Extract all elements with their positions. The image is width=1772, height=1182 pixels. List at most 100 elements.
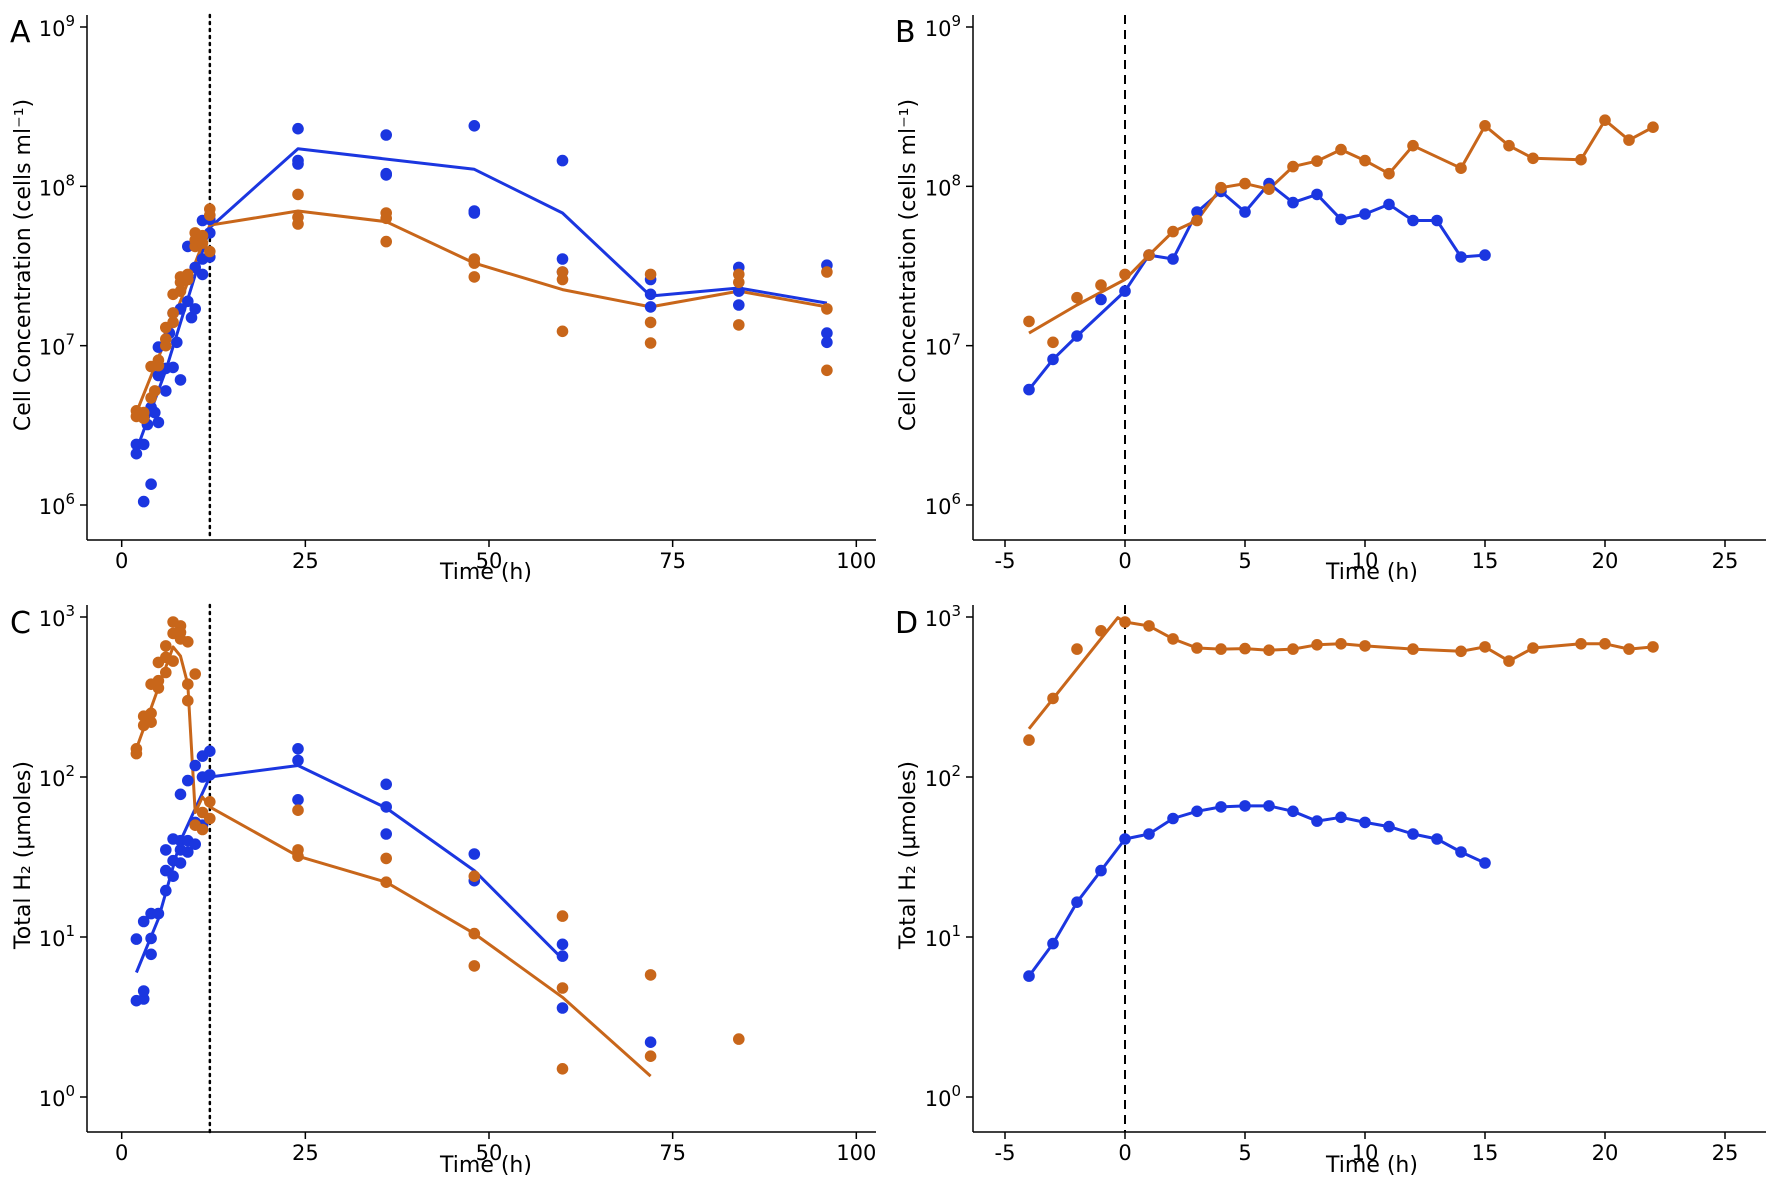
data-point-blue [292, 743, 304, 755]
y-tick-exponent: 3 [65, 602, 75, 620]
data-point-orange [556, 1063, 569, 1075]
data-point-blue [160, 385, 172, 397]
data-point-blue [556, 154, 569, 167]
data-point-blue [1071, 896, 1083, 908]
y-tick-exponent: 7 [65, 331, 75, 349]
data-point-blue [174, 374, 187, 386]
data-point-blue [189, 838, 201, 850]
y-tick-label: 102 [925, 762, 961, 791]
data-point-orange [1287, 160, 1299, 173]
series-line-orange [134, 645, 652, 1078]
x-tick-label: 100 [836, 1141, 876, 1165]
data-point-blue [1335, 213, 1347, 226]
y-tick-label: 107 [925, 331, 961, 360]
data-point-blue [644, 1036, 657, 1048]
x-tick-label: -5 [995, 1141, 1016, 1165]
data-point-orange [1455, 162, 1467, 174]
data-point-orange [733, 1033, 745, 1045]
panel-letter-b: B [895, 15, 916, 50]
data-point-blue [130, 933, 143, 945]
data-point-orange [1599, 114, 1611, 126]
data-point-blue [204, 745, 216, 757]
data-point-blue [149, 406, 161, 419]
data-point-orange [644, 337, 657, 349]
y-tick-label: 101 [925, 922, 961, 951]
data-point-orange [1647, 641, 1659, 653]
data-point-orange [292, 804, 304, 816]
data-point-blue [1023, 383, 1035, 396]
data-point-blue [1359, 816, 1371, 829]
data-point-orange [182, 678, 194, 690]
data-point-orange [160, 666, 172, 679]
x-tick-label: 25 [292, 1141, 319, 1165]
data-point-blue [1239, 206, 1251, 218]
data-point-orange [380, 852, 393, 865]
x-tick-label: 0 [1118, 549, 1131, 573]
y-tick-label: 103 [39, 602, 75, 631]
y-tick-exponent: 9 [65, 12, 75, 30]
x-tick-label: 0 [115, 1141, 128, 1165]
data-point-orange [1143, 620, 1155, 632]
x-tick-label: 20 [1592, 549, 1619, 573]
data-point-orange [1071, 643, 1083, 655]
data-point-orange [1623, 134, 1635, 146]
data-point-orange [468, 960, 481, 972]
data-point-blue [1167, 253, 1179, 265]
data-point-blue [1287, 805, 1299, 818]
data-point-blue [145, 478, 157, 491]
data-point-orange [1527, 642, 1539, 654]
data-point-blue [1191, 206, 1203, 218]
x-tick-label: 75 [659, 1141, 686, 1165]
data-point-blue [130, 447, 143, 460]
y-tick-exponent: 6 [951, 490, 961, 508]
data-point-orange [1359, 154, 1371, 167]
data-point-blue [292, 754, 304, 767]
y-tick-exponent: 7 [951, 331, 961, 349]
data-point-blue [1479, 249, 1491, 261]
data-point-orange [1119, 268, 1131, 281]
data-point-orange [160, 333, 172, 345]
panel-letter-a: A [10, 15, 31, 50]
x-axis-title: Time (h) [1325, 560, 1418, 585]
y-tick-exponent: 0 [951, 1082, 961, 1100]
x-tick-label: 0 [1118, 1141, 1131, 1165]
y-axis-title: Cell Concentration (cells ml⁻¹) [896, 99, 921, 431]
data-point-blue [182, 295, 194, 308]
data-point-blue [1167, 812, 1179, 825]
y-axis-title: Total H₂ (μmoles) [896, 761, 921, 950]
data-point-orange [1599, 638, 1611, 650]
data-point-orange [1575, 638, 1587, 650]
data-point-blue [1095, 864, 1107, 877]
data-point-blue [145, 932, 157, 945]
series-line-orange [1027, 616, 1654, 730]
data-point-orange [1023, 734, 1035, 746]
data-point-blue [189, 261, 201, 274]
x-tick-label: 5 [1238, 1141, 1251, 1165]
panel-letter-c: C [10, 606, 31, 641]
data-point-orange [556, 273, 569, 286]
data-point-orange [1167, 225, 1179, 238]
data-point-orange [160, 640, 172, 652]
panel-d: D Time (h) Total H₂ (μmoles) -5 0 5 10 15 20 2… [895, 602, 1766, 1178]
series-line-blue [134, 147, 828, 451]
data-point-orange [1215, 643, 1227, 655]
data-point-blue [152, 416, 165, 429]
x-tick-label: 10 [1352, 549, 1379, 573]
data-point-orange [821, 303, 833, 315]
data-point-blue [189, 759, 201, 772]
y-tick-exponent: 1 [65, 922, 75, 940]
data-point-orange [1287, 643, 1299, 655]
y-tick-exponent: 6 [65, 490, 75, 508]
data-point-orange [556, 910, 569, 922]
data-point-blue [137, 985, 150, 997]
data-point-blue [1311, 188, 1323, 201]
data-point-orange [292, 188, 304, 201]
data-point-orange [1095, 279, 1107, 291]
data-point-blue [182, 846, 194, 858]
data-point-blue [556, 950, 569, 962]
data-point-blue [204, 769, 216, 781]
data-point-orange [644, 268, 657, 281]
data-point-orange [1335, 143, 1347, 156]
data-point-blue [152, 369, 165, 382]
